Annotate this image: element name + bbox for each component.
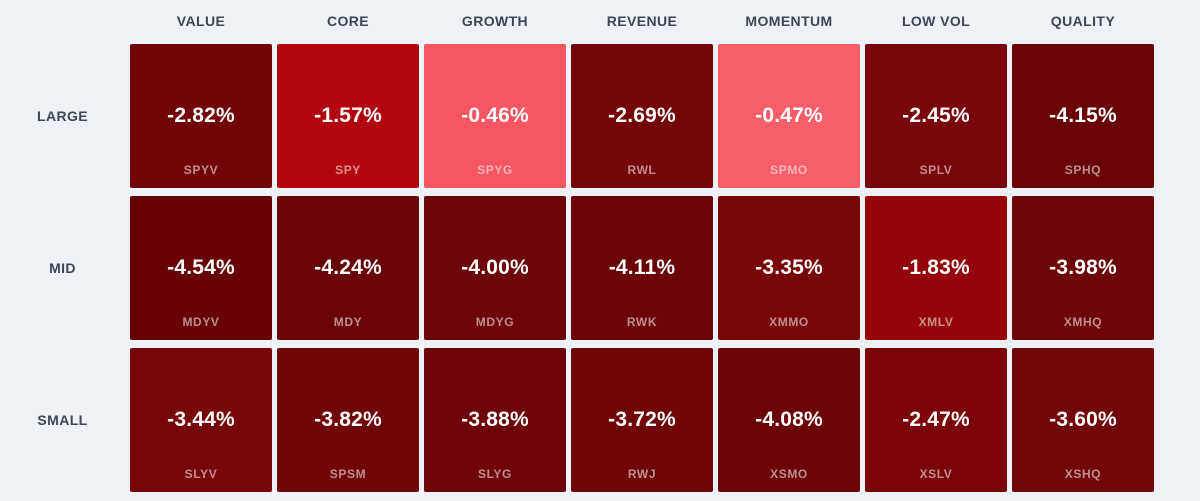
cell-value: -4.00% — [461, 256, 529, 279]
heatmap-cell-mdyg[interactable]: -4.00% MDYG — [424, 196, 566, 340]
heatmap-cell-mdyv[interactable]: -4.54% MDYV — [130, 196, 272, 340]
cell-ticker: SPSM — [329, 467, 367, 481]
cell-ticker: MDY — [333, 315, 363, 329]
column-header-revenue: REVENUE — [606, 13, 678, 29]
cell-value: -2.47% — [902, 408, 970, 431]
heatmap-cell-xmhq[interactable]: -3.98% XMHQ — [1012, 196, 1154, 340]
cell-value: -4.15% — [1049, 104, 1117, 127]
cell-ticker: MDYV — [182, 315, 220, 329]
cell-ticker: SLYG — [478, 467, 512, 481]
column-header-quality: QUALITY — [1050, 13, 1116, 29]
cell-ticker: SPYV — [183, 163, 219, 177]
cell-ticker: XSHQ — [1064, 467, 1102, 481]
cell-ticker: SPMO — [770, 163, 808, 177]
row-label-mid: MID — [49, 260, 76, 276]
heatmap-cell-xslv[interactable]: -2.47% XSLV — [865, 348, 1007, 492]
heatmap-cell-spy[interactable]: -1.57% SPY — [277, 44, 419, 188]
cell-value: -2.82% — [167, 104, 235, 127]
cell-ticker: XMHQ — [1063, 315, 1103, 329]
cell-value: -4.54% — [167, 256, 235, 279]
heatmap-cell-slyv[interactable]: -3.44% SLYV — [130, 348, 272, 492]
cell-value: -1.83% — [902, 256, 970, 279]
cell-value: -0.46% — [461, 104, 529, 127]
cell-value: -3.35% — [755, 256, 823, 279]
cell-value: -3.44% — [167, 408, 235, 431]
cell-value: -0.47% — [755, 104, 823, 127]
cell-ticker: XSMO — [770, 467, 808, 481]
heatmap-cell-xshq[interactable]: -3.60% XSHQ — [1012, 348, 1154, 492]
cell-value: -4.11% — [608, 256, 676, 279]
cell-ticker: RWJ — [627, 467, 657, 481]
heatmap-cell-xmmo[interactable]: -3.35% XMMO — [718, 196, 860, 340]
column-header-value: VALUE — [176, 13, 226, 29]
heatmap-cell-sphq[interactable]: -4.15% SPHQ — [1012, 44, 1154, 188]
cell-value: -3.72% — [608, 408, 676, 431]
column-header-low-vol: LOW VOL — [901, 13, 971, 29]
column-header-growth: GROWTH — [461, 13, 529, 29]
cell-value: -4.24% — [314, 256, 382, 279]
cell-ticker: SPHQ — [1064, 163, 1102, 177]
cell-value: -4.08% — [755, 408, 823, 431]
cell-value: -3.82% — [314, 408, 382, 431]
row-label-small: SMALL — [37, 412, 88, 428]
cell-ticker: SPYG — [477, 163, 513, 177]
cell-value: -2.69% — [608, 104, 676, 127]
heatmap-cell-xmlv[interactable]: -1.83% XMLV — [865, 196, 1007, 340]
cell-ticker: RWK — [626, 315, 658, 329]
row-label-large: LARGE — [37, 108, 88, 124]
cell-ticker: SLYV — [184, 467, 218, 481]
heatmap-cell-rwl[interactable]: -2.69% RWL — [571, 44, 713, 188]
cell-ticker: MDYG — [475, 315, 515, 329]
cell-ticker: XSLV — [919, 467, 953, 481]
cell-value: -2.45% — [902, 104, 970, 127]
heatmap-cell-rwk[interactable]: -4.11% RWK — [571, 196, 713, 340]
heatmap-cell-xsmo[interactable]: -4.08% XSMO — [718, 348, 860, 492]
cell-ticker: RWL — [627, 163, 657, 177]
cell-value: -1.57% — [314, 104, 382, 127]
cell-value: -3.98% — [1049, 256, 1117, 279]
heatmap-cell-mdy[interactable]: -4.24% MDY — [277, 196, 419, 340]
heatmap-cell-spyv[interactable]: -2.82% SPYV — [130, 44, 272, 188]
heatmap-cell-spmo[interactable]: -0.47% SPMO — [718, 44, 860, 188]
cell-value: -3.88% — [461, 408, 529, 431]
column-header-momentum: MOMENTUM — [745, 13, 833, 29]
heatmap-cell-splv[interactable]: -2.45% SPLV — [865, 44, 1007, 188]
heatmap-cell-rwj[interactable]: -3.72% RWJ — [571, 348, 713, 492]
column-header-core: CORE — [326, 13, 370, 29]
heatmap-cell-spsm[interactable]: -3.82% SPSM — [277, 348, 419, 492]
cell-value: -3.60% — [1049, 408, 1117, 431]
heatmap-cell-spyg[interactable]: -0.46% SPYG — [424, 44, 566, 188]
cell-ticker: XMLV — [918, 315, 954, 329]
cell-ticker: SPLV — [919, 163, 953, 177]
cell-ticker: SPY — [335, 163, 361, 177]
heatmap-cell-slyg[interactable]: -3.88% SLYG — [424, 348, 566, 492]
cell-ticker: XMMO — [769, 315, 809, 329]
